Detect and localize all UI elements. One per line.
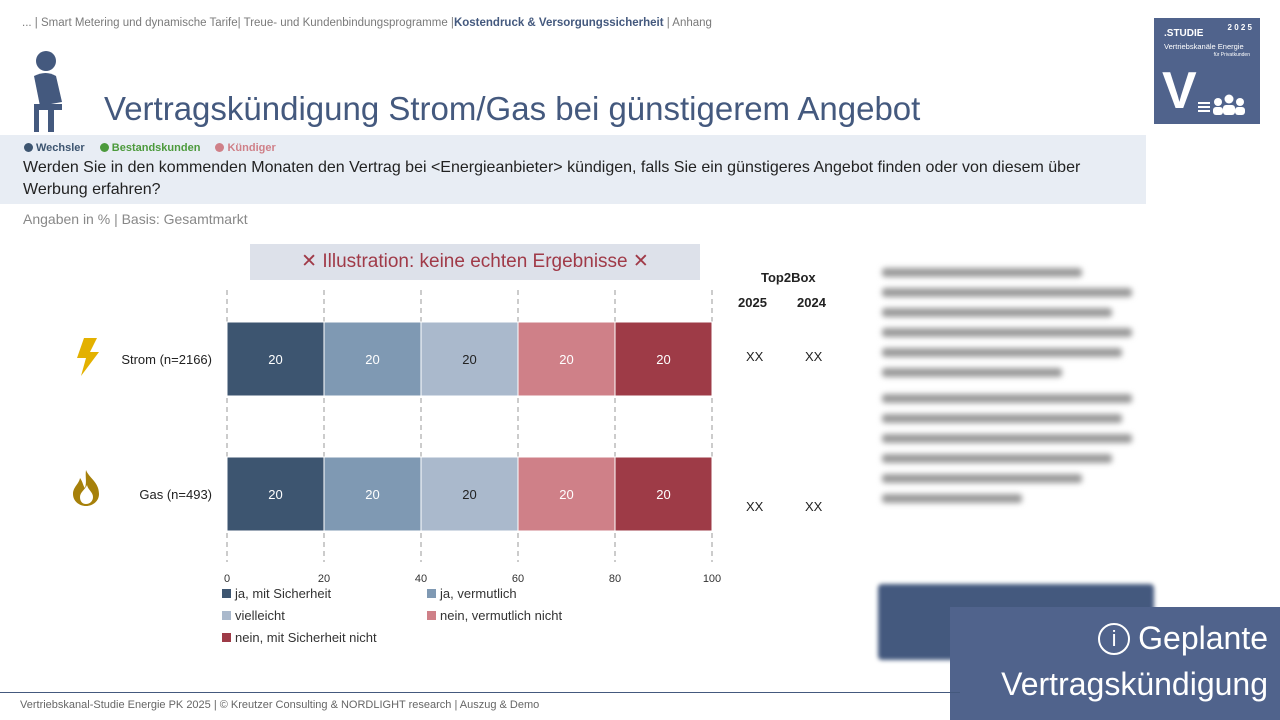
- info-line1: Geplante: [1138, 620, 1268, 656]
- legend-label: nein, mit Sicherheit nicht: [235, 630, 377, 645]
- x-tick-label: 60: [512, 573, 524, 585]
- lightning-icon: [77, 338, 99, 376]
- breadcrumb-active[interactable]: Kostendruck & Versorgungssicherheit: [453, 17, 664, 29]
- question-band: [0, 135, 1146, 204]
- survey-question: Werden Sie in den kommenden Monaten den …: [23, 159, 1081, 198]
- info-box: i Geplante Vertragskündigung: [950, 607, 1280, 720]
- top2box-value: XX: [746, 349, 764, 364]
- segment-bestandskunden: Bestandskunden: [99, 142, 207, 154]
- data-label: 20: [462, 352, 476, 367]
- bar-segment: [226, 321, 325, 397]
- bar-segment: [323, 456, 422, 532]
- segment-kuendiger: Kündiger: [215, 142, 281, 154]
- footer-divider: [0, 692, 960, 693]
- legend-label: vielleicht: [235, 608, 285, 623]
- top2box-year-2024: 2024: [797, 295, 826, 310]
- x-tick-label: 0: [224, 573, 230, 585]
- legend-swatch: [427, 589, 436, 598]
- legend-label: ja, vermutlich: [439, 586, 517, 601]
- logo-letter: V: [1162, 62, 1197, 120]
- data-label: 20: [268, 487, 282, 502]
- data-label: 20: [656, 352, 670, 367]
- data-label: 20: [365, 352, 379, 367]
- top2box-year-2025: 2025: [738, 295, 767, 310]
- bar-segment: [226, 456, 325, 532]
- info-line2: Vertragskündigung: [1001, 666, 1268, 702]
- x-tick-label: 40: [415, 573, 427, 585]
- top2box-value: XX: [805, 349, 823, 364]
- legend-swatch: [427, 611, 436, 620]
- logo-line1: Vertriebskanäle Energie: [1164, 42, 1244, 51]
- top2box-title: Top2Box: [761, 270, 816, 285]
- top2box-value: XX: [746, 499, 764, 514]
- top2box-value: XX: [805, 499, 823, 514]
- data-label: 20: [268, 352, 282, 367]
- legend-label: ja, mit Sicherheit: [234, 586, 331, 601]
- flame-icon: [73, 470, 99, 506]
- data-label: 20: [656, 487, 670, 502]
- x-tick-label: 100: [703, 573, 721, 585]
- segment-wechsler: Wechsler: [24, 142, 91, 154]
- blurred-commentary: [870, 260, 1150, 520]
- legend-label: nein, vermutlich nicht: [440, 608, 562, 623]
- logo-year: 2 0 2 5: [1227, 23, 1252, 32]
- bar-segment: [614, 456, 713, 532]
- data-label: 20: [462, 487, 476, 502]
- study-logo: .STUDIE 2 0 2 5 Vertriebskanäle Energie …: [1154, 18, 1260, 124]
- bar-segment: [420, 456, 519, 532]
- logo-studie: .STUDIE: [1164, 28, 1204, 39]
- category-label: Gas (n=493): [139, 487, 212, 502]
- category-label: Strom (n=2166): [121, 352, 212, 367]
- footer-text: Vertriebskanal-Studie Energie PK 2025 | …: [20, 699, 540, 711]
- thinking-person-icon: [34, 51, 62, 132]
- people-icon: [1198, 94, 1245, 115]
- logo-line2: für Privatkunden: [1213, 52, 1250, 58]
- x-tick-label: 20: [318, 573, 330, 585]
- breadcrumb-anhang[interactable]: | Anhang: [663, 17, 712, 29]
- stacked-bar-chart: 0 20 40 60 80 100 20 20 20 20 20 Strom (n=2166) 20 20…: [121, 290, 721, 645]
- info-icon: i: [1098, 623, 1131, 655]
- legend-swatch: [222, 589, 231, 598]
- x-tick-label: 80: [609, 573, 621, 585]
- legend-swatch: [222, 633, 231, 642]
- bar-segment: [420, 321, 519, 397]
- basis-note: Angaben in % | Basis: Gesamtmarkt: [23, 211, 248, 227]
- breadcrumb: ... | Smart Metering und dynamische Tari…: [22, 17, 712, 29]
- segment-legend: Wechsler Bestandskunden Kündiger: [24, 142, 288, 154]
- bar-segment: [614, 321, 713, 397]
- data-label: 20: [365, 487, 379, 502]
- data-label: 20: [559, 352, 573, 367]
- illustration-watermark: ✕ Illustration: keine echten Ergebnisse …: [250, 244, 700, 280]
- page-title: Vertragskündigung Strom/Gas bei günstige…: [104, 90, 921, 127]
- breadcrumb-items[interactable]: ... | Smart Metering und dynamische Tari…: [22, 17, 454, 29]
- bar-segment: [517, 456, 616, 532]
- legend-swatch: [222, 611, 231, 620]
- data-label: 20: [559, 487, 573, 502]
- bar-segment: [517, 321, 616, 397]
